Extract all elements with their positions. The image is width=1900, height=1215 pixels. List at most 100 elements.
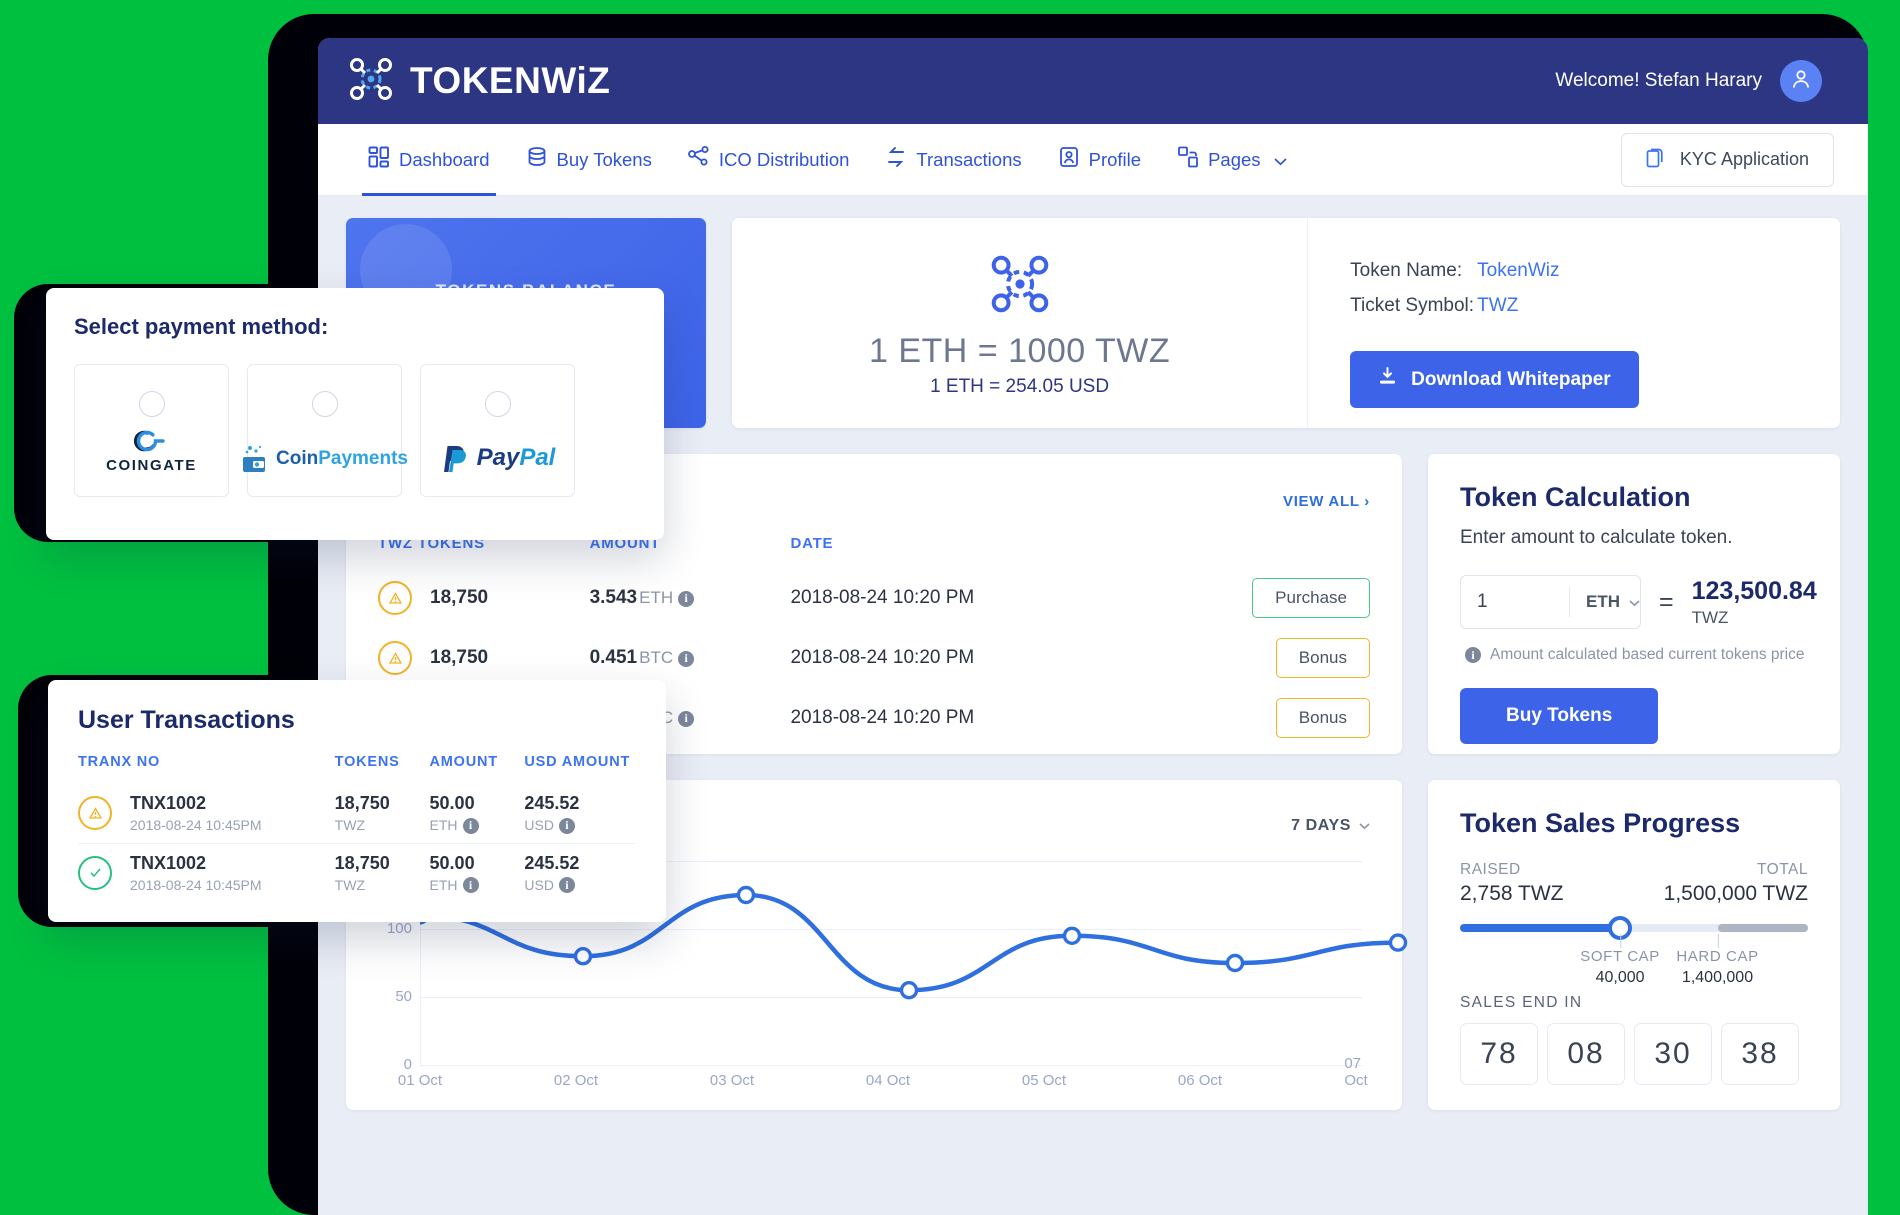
chart-data-point[interactable] — [1225, 953, 1245, 973]
tranx-tokens-unit: TWZ — [334, 876, 365, 893]
column-date: DATE — [790, 535, 834, 552]
payment-option-coingate[interactable]: COINGATE — [74, 364, 229, 497]
chart-gridline — [420, 929, 1362, 930]
kyc-application-button[interactable]: KYC Application — [1620, 132, 1834, 187]
raised-label: RAISED — [1460, 861, 1521, 878]
tranx-amount: 50.00 — [429, 852, 475, 873]
sales-progress-values: 2,758 TWZ 1,500,000 TWZ — [1460, 882, 1808, 906]
row-date: 2018-08-24 10:20 PM — [790, 647, 975, 668]
buy-tokens-button[interactable]: Buy Tokens — [1460, 688, 1659, 744]
nav-item-ico-distribution[interactable]: ICO Distribution — [670, 124, 868, 196]
sales-progress-labels: RAISED TOTAL — [1460, 861, 1808, 879]
info-icon[interactable]: i — [678, 650, 695, 667]
tranx-no: TNX1002 — [130, 793, 207, 814]
nav-item-pages[interactable]: Pages — [1159, 124, 1304, 196]
avatar[interactable] — [1780, 60, 1822, 102]
chevron-down-icon — [1629, 592, 1640, 612]
status-badge[interactable]: Bonus — [1275, 638, 1370, 678]
radio-coingate[interactable] — [138, 391, 165, 417]
payment-option-coinpayments[interactable]: CoinPayments — [243, 364, 408, 497]
nav-item-buy-tokens[interactable]: Buy Tokens — [508, 124, 670, 196]
tranx-usd-unit: USD — [524, 876, 554, 893]
cap-markers: SOFT CAP 40,000 HARD CAP 1,400,000 — [1460, 934, 1808, 990]
radio-coinpayments[interactable] — [311, 391, 338, 417]
info-icon[interactable]: i — [558, 817, 575, 834]
tranx-no: TNX1002 — [130, 852, 207, 873]
download-whitepaper-label: Download Whitepaper — [1411, 368, 1611, 390]
main-navigation: Dashboard Buy Tokens — [318, 124, 1868, 196]
status-badge[interactable]: Bonus — [1275, 698, 1370, 738]
payment-option-paypal[interactable]: PayPal — [420, 364, 575, 497]
currency-select[interactable]: ETH — [1569, 587, 1640, 617]
welcome-text: Welcome! Stefan Harary — [1555, 70, 1762, 91]
transfer-arrows-icon — [885, 146, 907, 173]
nav-item-profile[interactable]: Profile — [1040, 124, 1159, 196]
slider-fill — [1460, 924, 1621, 932]
coingate-wordmark: COINGATE — [106, 457, 197, 474]
tokens-sale-graph-card: Tokens Sale Graph 7 DAYS — [346, 780, 1408, 1110]
user-transactions-popup: User Transactions TRANX NO TOKENS AMOUNT… — [48, 680, 666, 922]
chart-x-tick: 01 Oct — [397, 1072, 443, 1089]
chart-data-point[interactable] — [1062, 926, 1082, 946]
chart-y-axis — [420, 859, 421, 1065]
progress-slider[interactable] — [1460, 916, 1808, 940]
info-icon[interactable]: i — [462, 877, 479, 893]
download-whitepaper-button[interactable]: Download Whitepaper — [1350, 351, 1639, 408]
row-graph-progress: Tokens Sale Graph 7 DAYS — [346, 780, 1840, 1110]
info-icon[interactable]: i — [678, 710, 695, 727]
chart-data-point[interactable] — [736, 885, 756, 905]
app-header: TOKENWiZ Welcome! Stefan Harary — [318, 38, 1868, 124]
user-transactions-header: TRANX NO TOKENS AMOUNT USD AMOUNT — [78, 754, 636, 784]
raised-value: 2,758 TWZ — [1460, 882, 1564, 905]
amount-input[interactable] — [1461, 576, 1569, 628]
user-avatar-icon — [1789, 67, 1813, 96]
calculation-note: i Amount calculated based current tokens… — [1460, 646, 1808, 664]
nav-item-dashboard[interactable]: Dashboard — [350, 124, 508, 196]
brand-logo[interactable]: TOKENWiZ — [348, 56, 610, 107]
chart-x-tick: 04 Oct — [865, 1072, 911, 1089]
info-icon[interactable]: i — [558, 877, 575, 893]
ticket-symbol-row: Ticket Symbol: TWZ — [1350, 295, 1840, 317]
sales-end-label: SALES END IN — [1460, 994, 1583, 1011]
range-select[interactable]: 7 DAYS — [1291, 817, 1370, 835]
exchange-rate-block: 1 ETH = 1000 TWZ 1 ETH = 254.05 USD — [732, 218, 1309, 428]
coinpayments-logo: CoinPayments — [241, 444, 408, 474]
hard-cap-label: HARD CAP — [1676, 948, 1759, 965]
chevron-down-icon — [1359, 817, 1370, 835]
nav-label: Pages — [1208, 148, 1261, 170]
info-icon[interactable]: i — [462, 817, 479, 834]
chart-data-point[interactable] — [899, 980, 919, 1000]
tranx-amount-unit: ETH — [429, 817, 458, 833]
transaction-table: TWZ TOKENS AMOUNT DATE — [378, 535, 1370, 748]
info-icon[interactable]: i — [678, 590, 695, 607]
nav-item-transactions[interactable]: Transactions — [867, 124, 1039, 196]
line-chart: 150 100 50 0 01 Oct 02 Oct 03 Oct 04 Oct… — [378, 852, 1408, 1089]
user-id-icon — [1058, 146, 1080, 173]
token-calculation-title: Token Calculation — [1460, 482, 1691, 512]
tranx-tokens: 18,750 — [334, 852, 390, 873]
token-details-block: Token Name: TokenWiz Ticket Symbol: TWZ — [1308, 218, 1840, 428]
wallet-icon — [243, 445, 265, 472]
result-unit: TWZ — [1691, 607, 1729, 627]
tranx-tokens-unit: TWZ — [334, 817, 365, 834]
info-icon: i — [1465, 647, 1481, 663]
countdown-minutes: 30 — [1634, 1023, 1712, 1085]
total-value: 1,500,000 TWZ — [1663, 882, 1808, 905]
radio-paypal[interactable] — [484, 391, 511, 417]
status-badge[interactable]: Purchase — [1252, 578, 1370, 618]
amount-input-group: ETH — [1460, 575, 1641, 629]
row-tokens: 18,750 — [430, 587, 489, 608]
soft-cap-value: 40,000 — [1595, 969, 1645, 986]
coins-stack-icon — [526, 146, 548, 173]
hard-cap-value: 1,400,000 — [1681, 969, 1754, 986]
view-all-link[interactable]: VIEW ALL › — [1282, 493, 1370, 510]
chart-data-point[interactable] — [573, 946, 593, 966]
chart-x-tick: 06 Oct — [1177, 1072, 1223, 1089]
chart-data-point[interactable] — [1388, 933, 1408, 952]
ticket-symbol-value: TWZ — [1477, 295, 1519, 316]
rate-primary: 1 ETH = 1000 TWZ — [868, 331, 1171, 370]
paypal-wordmark: PayPal — [476, 444, 556, 471]
tranx-usd: 245.52 — [524, 793, 580, 813]
dashboard-grid-icon — [368, 146, 390, 173]
